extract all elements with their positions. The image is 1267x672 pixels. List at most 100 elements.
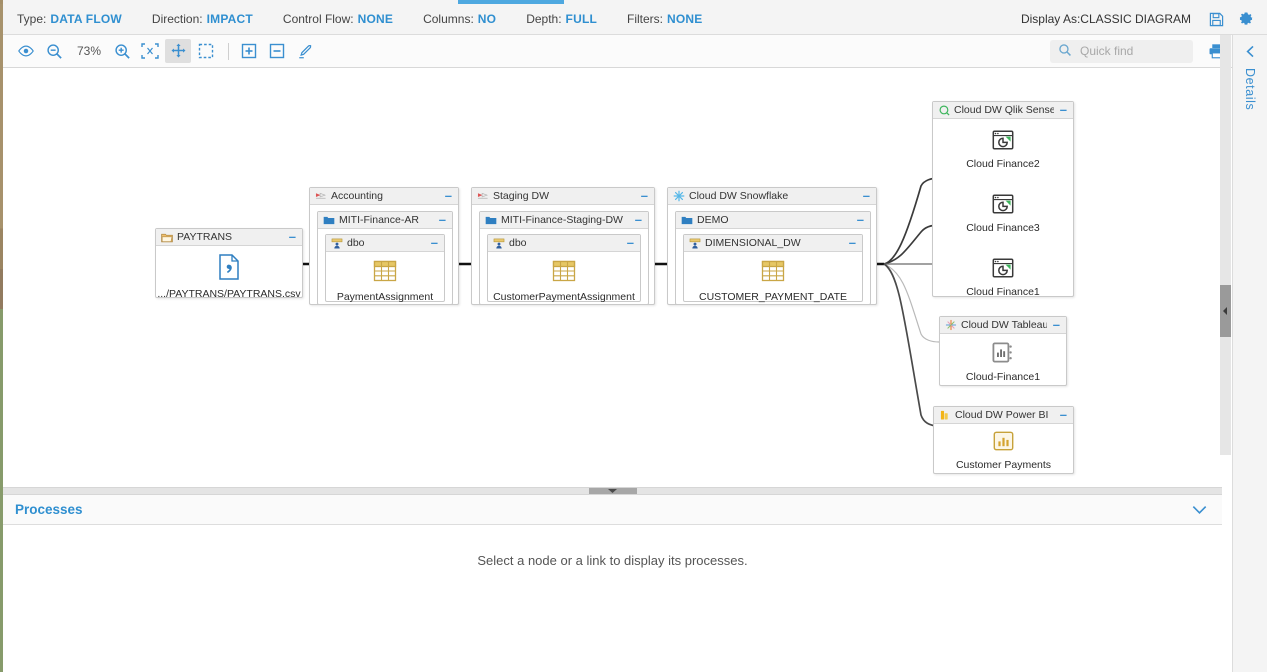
group-accounting-header[interactable]: Accounting –	[310, 188, 458, 205]
group-cloud-dw-snowflake-header[interactable]: Cloud DW Snowflake –	[668, 188, 876, 205]
group-staging-dw[interactable]: Staging DW – MITI-Finance-Staging-DW –	[471, 187, 655, 305]
group-cloud-dw-tableau-collapse-icon[interactable]: –	[1052, 317, 1060, 332]
filter-depth-value[interactable]: FULL	[565, 12, 598, 26]
filter-type[interactable]: Type: DATA FLOW	[17, 12, 122, 26]
processes-panel: Processes Select a node or a link to dis…	[3, 495, 1222, 672]
node-customerpaymentassignment[interactable]: CustomerPaymentAssignment	[480, 259, 648, 303]
group-miti-finance-staging-dw-collapse-icon[interactable]: –	[634, 212, 642, 227]
group-cloud-dw-power-bi-collapse-icon[interactable]: –	[1059, 407, 1067, 422]
group-miti-finance-ar-header[interactable]: MITI-Finance-AR –	[318, 212, 452, 229]
group-paytrans-collapse-icon[interactable]: –	[288, 229, 296, 244]
details-rail: Details	[1220, 35, 1267, 672]
filter-control-flow[interactable]: Control Flow: NONE	[283, 12, 393, 26]
processes-panel-header[interactable]: Processes	[3, 495, 1222, 525]
highlighter-pen-button[interactable]	[292, 39, 318, 63]
qlik-icon	[938, 104, 950, 116]
filter-depth[interactable]: Depth: FULL	[526, 12, 597, 26]
node-cloud-finance2[interactable]: Cloud Finance2	[933, 130, 1073, 170]
group-demo[interactable]: DEMO – DIMENSIONAL_DW –	[675, 211, 871, 305]
group-dimensional-dw-collapse-icon[interactable]: –	[848, 235, 856, 250]
group-miti-finance-ar[interactable]: MITI-Finance-AR – dbo –	[317, 211, 453, 305]
lineage-diagram-canvas[interactable]: PAYTRANS – .../PAYTRANS/PAYTRANS.csv	[3, 68, 1222, 487]
group-cloud-dw-snowflake[interactable]: Cloud DW Snowflake – DEMO –	[667, 187, 877, 305]
save-icon[interactable]	[1205, 8, 1227, 30]
node-cloud-finance1-label: Cloud Finance1	[966, 286, 1040, 298]
node-paymentassignment[interactable]: PaymentAssignment	[321, 259, 449, 303]
rubber-band-select-button[interactable]	[193, 39, 219, 63]
node-cloud-finance3[interactable]: Cloud Finance3	[933, 194, 1073, 234]
group-dbo-staging[interactable]: dbo –	[487, 234, 641, 303]
chevron-left-icon	[1245, 45, 1256, 61]
visibility-eye-icon[interactable]	[13, 39, 39, 63]
filter-columns-value[interactable]: NO	[477, 12, 497, 26]
powerbi-report-icon	[993, 431, 1014, 454]
zoom-out-button[interactable]	[41, 39, 67, 63]
group-demo-collapse-icon[interactable]: –	[856, 212, 864, 227]
node-customer-payment-date[interactable]: CUSTOMER_PAYMENT_DATE	[676, 259, 870, 303]
group-dbo-ar-header[interactable]: dbo –	[326, 235, 444, 252]
pan-tool-button[interactable]	[165, 39, 191, 63]
group-staging-dw-header[interactable]: Staging DW –	[472, 188, 654, 205]
group-cloud-dw-power-bi-header[interactable]: Cloud DW Power BI –	[934, 407, 1073, 424]
filter-type-key: Type:	[17, 12, 47, 26]
zoom-in-button[interactable]	[109, 39, 135, 63]
display-as-value[interactable]: CLASSIC DIAGRAM	[1080, 12, 1191, 26]
group-paytrans[interactable]: PAYTRANS – .../PAYTRANS/PAYTRANS.csv	[155, 228, 303, 300]
group-miti-finance-ar-collapse-icon[interactable]: –	[438, 212, 446, 227]
node-paytrans-csv[interactable]: .../PAYTRANS/PAYTRANS.csv	[156, 254, 302, 300]
group-cloud-dw-qlik-sense-collapse-icon[interactable]: –	[1059, 102, 1067, 117]
group-cloud-dw-power-bi[interactable]: Cloud DW Power BI – Customer Payments	[933, 406, 1074, 474]
filter-direction-value[interactable]: IMPACT	[206, 12, 253, 26]
group-demo-header[interactable]: DEMO –	[676, 212, 870, 229]
panel-splitter[interactable]	[3, 487, 1222, 495]
group-accounting-title: Accounting	[331, 190, 383, 202]
group-staging-dw-collapse-icon[interactable]: –	[640, 188, 648, 203]
filter-control-flow-key: Control Flow:	[282, 12, 354, 26]
filter-columns[interactable]: Columns: NO	[423, 12, 496, 26]
qlik-app-icon	[992, 194, 1014, 217]
group-dbo-staging-collapse-icon[interactable]: –	[626, 235, 634, 250]
filter-filters-value[interactable]: NONE	[667, 12, 703, 26]
schema-icon	[331, 237, 343, 249]
details-panel-toggle[interactable]: Details	[1233, 39, 1267, 144]
search-input[interactable]	[1078, 43, 1183, 59]
node-customer-payments[interactable]: Customer Payments	[934, 431, 1073, 471]
splitter-grip-handle[interactable]	[588, 488, 637, 494]
group-dimensional-dw-header[interactable]: DIMENSIONAL_DW –	[684, 235, 862, 252]
group-cloud-dw-tableau[interactable]: Cloud DW Tableau – Cloud-Financ	[939, 316, 1067, 386]
group-miti-finance-ar-body: dbo –	[318, 229, 452, 305]
group-miti-finance-staging-dw-header[interactable]: MITI-Finance-Staging-DW –	[480, 212, 648, 229]
group-cloud-dw-tableau-header[interactable]: Cloud DW Tableau –	[940, 317, 1066, 334]
node-cloud-finance1-tableau[interactable]: Cloud-Finance1	[940, 342, 1066, 383]
tab-strip	[0, 0, 1267, 4]
group-cloud-dw-snowflake-collapse-icon[interactable]: –	[862, 188, 870, 203]
display-as-selector[interactable]: Display As: CLASSIC DIAGRAM	[1021, 12, 1191, 26]
canvas-vertical-scrollbar-thumb[interactable]	[1220, 285, 1231, 337]
filter-filters[interactable]: Filters: NONE	[627, 12, 702, 26]
group-accounting[interactable]: Accounting – MITI-Finance-AR –	[309, 187, 459, 305]
group-cloud-dw-qlik-sense[interactable]: Cloud DW Qlik Sense – Cloud Finance2	[932, 101, 1074, 298]
collapse-all-button[interactable]	[264, 39, 290, 63]
filter-direction[interactable]: Direction: IMPACT	[152, 12, 253, 26]
filter-type-value[interactable]: DATA FLOW	[50, 12, 122, 26]
node-cloud-finance1[interactable]: Cloud Finance1	[933, 258, 1073, 298]
group-accounting-collapse-icon[interactable]: –	[444, 188, 452, 203]
group-dbo-ar-collapse-icon[interactable]: –	[430, 235, 438, 250]
group-dbo-staging-header[interactable]: dbo –	[488, 235, 640, 252]
fit-to-screen-button[interactable]	[137, 39, 163, 63]
group-miti-finance-staging-dw[interactable]: MITI-Finance-Staging-DW – dbo –	[479, 211, 649, 305]
group-dimensional-dw[interactable]: DIMENSIONAL_DW –	[683, 234, 863, 303]
chevron-down-icon[interactable]	[1188, 499, 1210, 521]
expand-all-button[interactable]	[236, 39, 262, 63]
printer-icon[interactable]	[1203, 39, 1229, 63]
group-paytrans-header[interactable]: PAYTRANS –	[156, 229, 302, 246]
group-cloud-dw-qlik-sense-title: Cloud DW Qlik Sense	[954, 104, 1054, 116]
details-panel-label: Details	[1243, 68, 1257, 111]
quick-find-container[interactable]	[1050, 39, 1193, 63]
group-cloud-dw-qlik-sense-header[interactable]: Cloud DW Qlik Sense –	[933, 102, 1073, 119]
group-dbo-ar[interactable]: dbo –	[325, 234, 445, 303]
lineage-filter-bar: Type: DATA FLOW Direction: IMPACT Contro…	[3, 4, 1267, 35]
gear-icon[interactable]	[1235, 8, 1257, 30]
filter-control-flow-value[interactable]: NONE	[357, 12, 394, 26]
canvas-vertical-scrollbar-track[interactable]	[1220, 35, 1231, 455]
